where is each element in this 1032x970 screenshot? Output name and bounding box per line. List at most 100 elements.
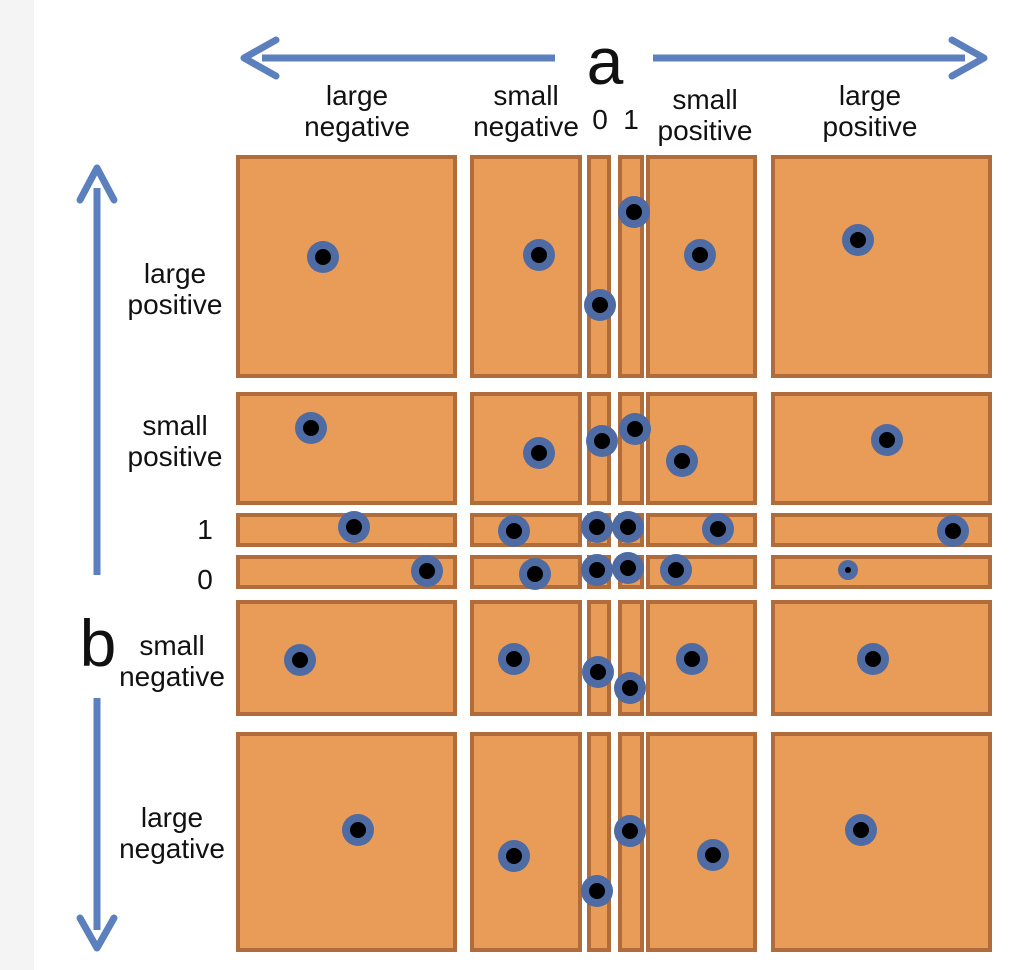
sample-point-center <box>592 297 608 313</box>
sample-point <box>660 554 692 586</box>
sample-point-center <box>853 822 869 838</box>
cell-large-negative-large-negative <box>236 732 457 952</box>
sample-point-center <box>674 453 690 469</box>
sample-point-center <box>303 420 319 436</box>
cell-large-positive-one <box>618 155 644 378</box>
cell-small-positive-large-negative <box>236 392 457 505</box>
row-label-small-positive: small positive <box>105 410 245 472</box>
sample-point <box>284 644 316 676</box>
sample-point-center <box>620 519 636 535</box>
sample-point-center <box>845 567 851 573</box>
sample-point-center <box>684 651 700 667</box>
sample-point-center <box>589 883 605 899</box>
axis-a-arrowhead-left <box>240 36 280 80</box>
sample-point <box>857 643 889 675</box>
sample-point <box>307 241 339 273</box>
sample-point-center <box>589 519 605 535</box>
cell-large-positive-large-negative <box>236 155 457 378</box>
row-label-line: negative <box>119 661 225 692</box>
sample-point <box>612 552 644 584</box>
sample-point-center <box>506 651 522 667</box>
sample-point <box>582 656 614 688</box>
sample-point-center <box>350 822 366 838</box>
sample-point-center <box>627 421 643 437</box>
sample-point <box>666 445 698 477</box>
sample-point-center <box>531 247 547 263</box>
column-label-line: small <box>493 80 559 111</box>
axis-arrows <box>76 36 988 952</box>
sample-point <box>498 515 530 547</box>
column-label-one: 1 <box>623 104 639 135</box>
sample-point <box>937 515 969 547</box>
row-label-small-negative: small negative <box>102 630 242 692</box>
sample-point <box>842 224 874 256</box>
sample-point-center <box>292 652 308 668</box>
sample-point <box>619 413 651 445</box>
cell-zero-large-positive <box>771 555 992 589</box>
row-label-line: small <box>139 630 205 661</box>
column-label-line: positive <box>657 115 753 146</box>
row-label-line: large <box>143 258 207 289</box>
sample-point <box>684 239 716 271</box>
cell-small-negative-large-negative <box>236 600 457 716</box>
sample-point-center <box>419 563 435 579</box>
left-margin-strip <box>0 0 34 970</box>
sample-point <box>523 239 555 271</box>
sample-point-center <box>626 204 642 220</box>
cell-large-negative-zero <box>587 732 611 952</box>
cell-large-negative-large-positive <box>771 732 992 952</box>
cell-large-positive-large-positive <box>771 155 992 378</box>
sample-point <box>523 437 555 469</box>
row-label-zero: 0 <box>197 564 213 595</box>
row-label-line: large <box>140 802 204 833</box>
column-label-large-positive: large positive <box>790 80 950 142</box>
column-label-line: positive <box>822 111 918 142</box>
sample-point-center <box>622 680 638 696</box>
column-label-large-negative: large negative <box>277 80 437 142</box>
sample-point <box>581 875 613 907</box>
sample-point <box>618 196 650 228</box>
cell-small-positive-one <box>618 392 644 505</box>
sample-point-center <box>945 523 961 539</box>
sample-point <box>519 558 551 590</box>
sample-point-center <box>620 560 636 576</box>
sample-point <box>295 412 327 444</box>
column-label-line: negative <box>473 111 579 142</box>
cell-large-positive-zero <box>587 155 611 378</box>
axis-a-letter: a <box>586 24 624 98</box>
sample-point-center <box>531 445 547 461</box>
cell-small-positive-small-positive <box>646 392 757 505</box>
sample-point <box>871 424 903 456</box>
sample-point <box>584 289 616 321</box>
sample-point <box>338 511 370 543</box>
row-label-line: positive <box>127 441 223 472</box>
sample-point-center <box>315 249 331 265</box>
sample-point <box>697 839 729 871</box>
sample-point-center <box>622 823 638 839</box>
column-label-line: small <box>672 84 738 115</box>
sample-point <box>498 840 530 872</box>
axis-a-arrowhead-right <box>948 36 988 80</box>
column-label-line: negative <box>304 111 410 142</box>
cell-large-negative-small-negative <box>470 732 582 952</box>
sample-point <box>838 560 858 580</box>
sample-point <box>586 425 618 457</box>
sample-point-center <box>594 433 610 449</box>
sample-point-center <box>692 247 708 263</box>
row-label-large-positive: large positive <box>105 258 245 320</box>
sample-point-center <box>589 562 605 578</box>
column-label-line: large <box>325 80 389 111</box>
sample-point <box>676 643 708 675</box>
sample-point <box>498 643 530 675</box>
sample-point <box>612 511 644 543</box>
column-label-zero: 0 <box>592 104 608 135</box>
sample-point-center <box>590 664 606 680</box>
sample-point-center <box>506 848 522 864</box>
cell-one-small-positive <box>646 513 757 547</box>
sample-point-center <box>879 432 895 448</box>
axis-b-arrowhead-up <box>76 164 118 204</box>
column-label-small-positive: small positive <box>625 84 785 146</box>
sample-point <box>614 672 646 704</box>
